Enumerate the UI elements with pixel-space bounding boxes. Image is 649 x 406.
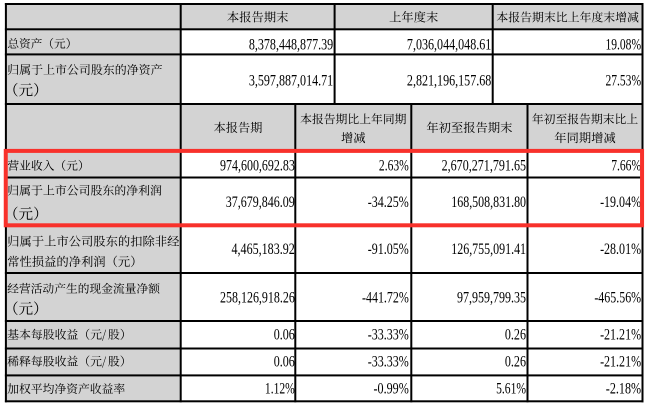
svg-text:0.26: 0.26 [505,326,526,343]
svg-text:-34.25%: -34.25% [368,194,409,211]
svg-text:-21.21%: -21.21% [600,353,641,370]
svg-text:-2.18%: -2.18% [606,380,641,397]
svg-text:-91.05%: -91.05% [368,241,409,258]
svg-text:3,597,887,014.71: 3,597,887,014.71 [249,72,333,89]
svg-text:-441.72%: -441.72% [362,289,409,306]
svg-text:-21.21%: -21.21% [600,326,641,343]
svg-text:0.26: 0.26 [505,353,526,370]
svg-text:19.08%: 19.08% [605,36,641,53]
svg-text:7,036,044,048.61: 7,036,044,048.61 [407,36,491,53]
svg-text:97,959,799.35: 97,959,799.35 [457,289,526,306]
svg-text:168,508,831.80: 168,508,831.80 [451,194,526,211]
svg-text:-0.99%: -0.99% [374,380,409,397]
svg-text:-465.56%: -465.56% [594,289,641,306]
svg-text:126,755,091.41: 126,755,091.41 [451,241,526,258]
svg-text:258,126,918.26: 258,126,918.26 [220,289,295,306]
svg-text:27.53%: 27.53% [605,72,641,89]
svg-text:-33.33%: -33.33% [368,353,409,370]
svg-text:-19.04%: -19.04% [600,194,641,211]
svg-text:2,821,196,157.68: 2,821,196,157.68 [407,72,492,89]
svg-text:0.06: 0.06 [274,326,295,343]
svg-text:37,679,846.09: 37,679,846.09 [226,194,295,211]
svg-text:4,465,183.92: 4,465,183.92 [232,241,295,258]
svg-text:1.12%: 1.12% [265,380,295,397]
svg-text:-33.33%: -33.33% [368,326,409,343]
svg-text:974,600,692.83: 974,600,692.83 [220,157,295,174]
svg-text:0.06: 0.06 [274,353,295,370]
svg-text:2.63%: 2.63% [379,157,409,174]
svg-text:7.66%: 7.66% [611,157,641,174]
svg-text:5.61%: 5.61% [496,380,526,397]
svg-text:2,670,271,791.65: 2,670,271,791.65 [442,157,527,174]
svg-text:8,378,448,877.39: 8,378,448,877.39 [249,36,334,53]
svg-text:-28.01%: -28.01% [600,241,641,258]
